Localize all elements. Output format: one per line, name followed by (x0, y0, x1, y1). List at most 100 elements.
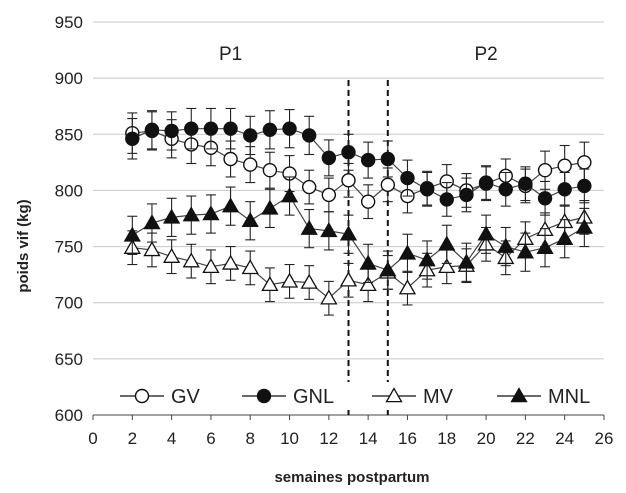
data-point (182, 252, 200, 268)
x-tick-label: 8 (245, 429, 254, 448)
data-point (221, 197, 240, 213)
data-point (243, 128, 258, 143)
data-point (438, 257, 456, 274)
y-axis-label: poids vif (kg) (15, 199, 32, 292)
x-tick-label: 18 (437, 429, 456, 448)
legend-item-gv: GV (116, 382, 228, 410)
period-label: P2 (474, 44, 497, 65)
data-point (256, 388, 272, 404)
data-point (300, 273, 318, 289)
data-point (459, 187, 474, 203)
data-point (577, 155, 592, 170)
data-point (575, 218, 593, 234)
series-line (132, 216, 585, 300)
x-tick-label: 10 (280, 429, 299, 448)
data-point (261, 275, 279, 292)
data-point (537, 191, 553, 206)
data-point (184, 121, 199, 136)
legend-item-mnl: MNL (493, 382, 605, 410)
y-tick-label: 900 (55, 69, 83, 88)
data-point (203, 121, 219, 136)
data-point (457, 253, 476, 269)
x-tick-label: 2 (128, 429, 137, 448)
legend-item-gnl: GNL (238, 382, 350, 410)
period-label: P1 (219, 44, 242, 65)
y-tick-label: 700 (55, 294, 83, 313)
data-point (516, 243, 535, 259)
data-point (379, 261, 397, 277)
x-tick-label: 26 (595, 429, 614, 448)
data-point (359, 254, 377, 270)
data-point (143, 241, 161, 257)
data-point (359, 275, 377, 292)
data-point (518, 176, 533, 191)
data-point (301, 179, 317, 195)
y-tick-label: 600 (55, 406, 83, 425)
data-point (477, 225, 495, 241)
x-tick-label: 20 (477, 429, 496, 448)
data-point (280, 272, 299, 288)
x-tick-label: 16 (398, 429, 417, 448)
data-point (241, 211, 259, 228)
y-tick-label: 800 (55, 181, 83, 200)
data-point (202, 205, 220, 221)
legend-label: GNL (293, 386, 334, 408)
data-point (144, 122, 160, 137)
data-point (243, 157, 258, 172)
data-point (182, 206, 200, 222)
x-tick-label: 4 (167, 429, 176, 448)
x-tick-label: 14 (359, 429, 378, 448)
data-point (341, 173, 356, 188)
data-point (478, 175, 494, 190)
data-point (418, 251, 436, 267)
data-point (321, 150, 337, 166)
data-point (419, 182, 435, 197)
x-tick-label: 24 (555, 429, 574, 448)
data-point (380, 177, 396, 193)
data-point (497, 237, 515, 253)
data-point (339, 271, 358, 287)
data-point (321, 187, 337, 203)
data-point (162, 208, 181, 224)
data-point (241, 259, 259, 275)
data-point (341, 145, 356, 160)
legend: GV GNL MV MNL (116, 382, 605, 410)
data-point (134, 388, 150, 404)
annotations: P1 P2 (219, 44, 498, 65)
x-tick-label: 0 (88, 429, 97, 448)
y-tick-label: 950 (55, 13, 83, 32)
data-point (339, 225, 358, 241)
x-tick-label: 6 (206, 429, 215, 448)
x-axis-label: semaines postpartum (274, 469, 429, 486)
series-line (132, 128, 585, 201)
series-line (132, 130, 585, 203)
data-point (202, 257, 220, 274)
legend-item-mv: MV (368, 382, 480, 410)
data-point (261, 199, 279, 215)
data-point (164, 123, 179, 139)
data-point (510, 387, 528, 403)
data-point (438, 235, 456, 251)
data-point (262, 122, 278, 137)
x-tick-label: 12 (319, 429, 338, 448)
data-point (385, 387, 403, 403)
data-point (320, 289, 338, 305)
series-gnl (125, 107, 592, 217)
data-point (556, 229, 574, 245)
data-point (162, 247, 181, 263)
data-point (400, 170, 415, 186)
data-point (557, 158, 572, 173)
x-tick-label: 22 (516, 429, 535, 448)
series-mnl (123, 176, 593, 290)
data-point (282, 121, 297, 136)
data-point (577, 178, 592, 194)
legend-label: MNL (548, 386, 590, 408)
data-point (398, 244, 417, 260)
data-point (557, 182, 572, 197)
data-point (398, 279, 417, 295)
data-point (223, 121, 238, 136)
data-point (280, 187, 299, 203)
y-tick-label: 650 (55, 350, 83, 369)
